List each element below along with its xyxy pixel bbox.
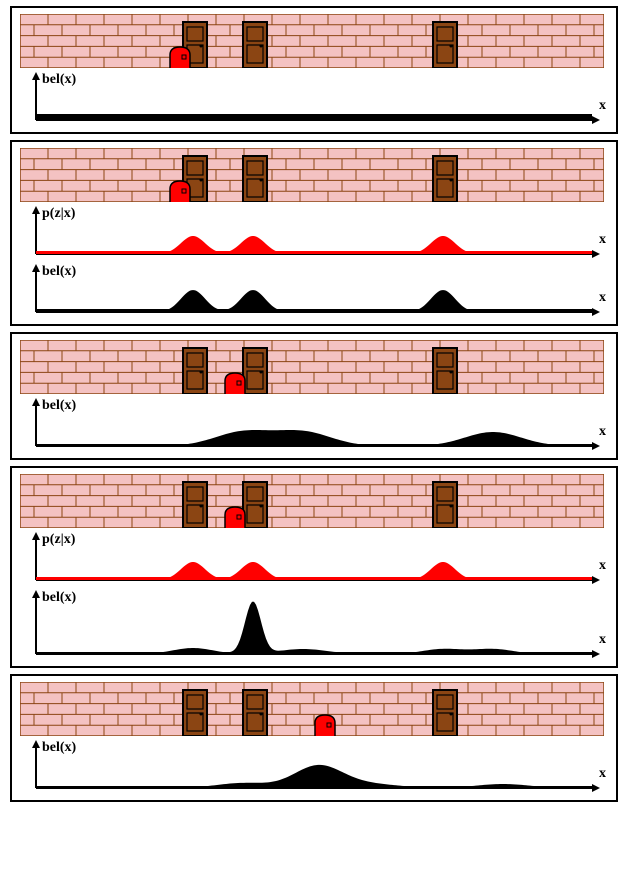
wall-container [20,148,608,202]
panel-2: p(z|x) x bel(x) x [10,140,618,326]
plot-container: bel(x) x [18,740,610,796]
distribution-plot [18,72,602,128]
x-axis-label: x [599,232,606,248]
y-axis-label: p(z|x) [42,532,75,548]
wall-container [20,14,608,68]
y-axis-label: bel(x) [42,398,76,414]
y-axis-label: bel(x) [42,740,76,756]
distribution-plot [18,398,602,454]
wall-scene [20,14,604,68]
distribution-plot [18,740,602,796]
distribution-plot [18,206,602,262]
wall-scene [20,474,604,528]
panel-4: p(z|x) x bel(x) x [10,466,618,668]
x-axis-label: x [599,766,606,782]
plot-container: bel(x) x [18,398,610,454]
distribution-plot [18,590,602,662]
wall-scene [20,148,604,202]
y-axis-label: p(z|x) [42,206,75,222]
x-axis-label: x [599,290,606,306]
plot-container: bel(x) x [18,264,610,320]
y-axis-label: bel(x) [42,590,76,606]
y-axis-label: bel(x) [42,72,76,88]
plot-container: p(z|x) x [18,206,610,262]
y-axis-label: bel(x) [42,264,76,280]
x-axis-label: x [599,98,606,114]
wall-scene [20,340,604,394]
distribution-plot [18,532,602,588]
distribution-plot [18,264,602,320]
plot-container: bel(x) x [18,72,610,128]
panel-1: bel(x) x [10,6,618,134]
plot-container: bel(x) x [18,590,610,662]
x-axis-label: x [599,632,606,648]
panel-3: bel(x) x [10,332,618,460]
x-axis-label: x [599,424,606,440]
x-axis-label: x [599,558,606,574]
panel-5: bel(x) x [10,674,618,802]
wall-container [20,474,608,528]
wall-container [20,682,608,736]
plot-container: p(z|x) x [18,532,610,588]
wall-container [20,340,608,394]
wall-scene [20,682,604,736]
